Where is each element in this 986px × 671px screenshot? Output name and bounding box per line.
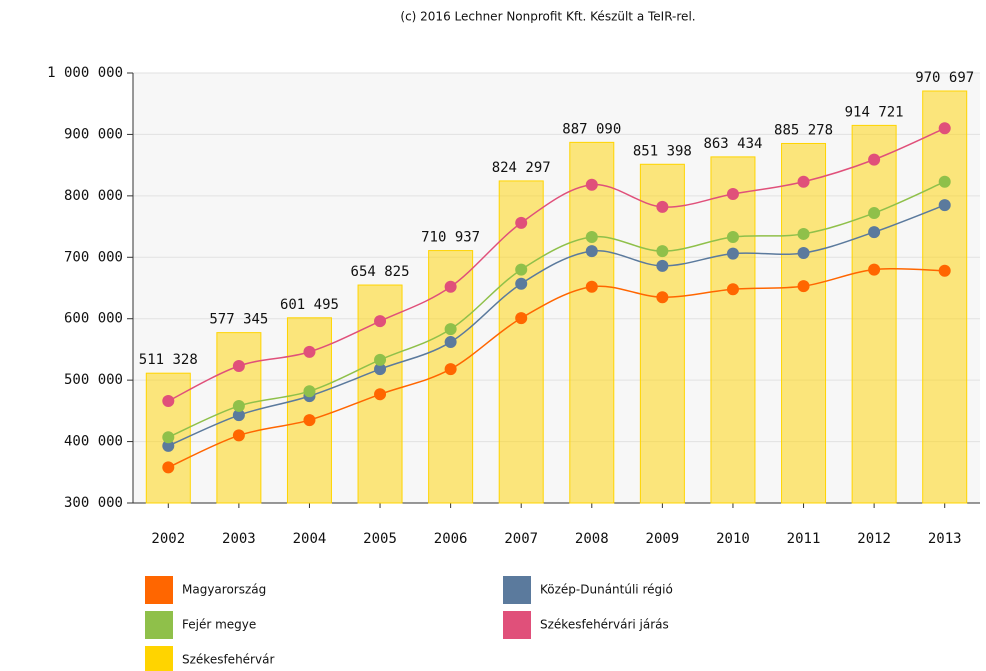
point [374, 388, 387, 401]
point [938, 199, 951, 212]
point [938, 264, 951, 277]
y-tick-label: 500 000 [64, 372, 123, 388]
point [232, 360, 245, 373]
x-tick-label: 2006 [434, 531, 468, 547]
x-tick-label: 2013 [928, 531, 962, 547]
point [656, 291, 669, 304]
point [656, 245, 669, 258]
point [374, 363, 387, 376]
point [303, 414, 316, 427]
y-tick-label: 300 000 [64, 495, 123, 511]
point [797, 280, 810, 293]
legend-label: Fejér megye [182, 618, 256, 632]
value-label: 863 434 [703, 136, 762, 152]
point [374, 315, 387, 328]
point [726, 188, 739, 201]
x-tick-label: 2011 [787, 531, 821, 547]
bar [922, 90, 968, 504]
point [797, 227, 810, 240]
bar [639, 163, 685, 504]
point [938, 122, 951, 135]
point [868, 263, 881, 276]
point [656, 200, 669, 213]
y-tick-label: 400 000 [64, 434, 123, 450]
legend-swatch [503, 611, 531, 639]
point [374, 353, 387, 366]
legend-label: Magyarország [182, 583, 266, 597]
y-tick-label: 900 000 [64, 126, 123, 142]
point [726, 231, 739, 244]
bar [569, 141, 615, 504]
point [303, 345, 316, 358]
x-tick-label: 2004 [293, 531, 327, 547]
point [585, 245, 598, 258]
point [868, 207, 881, 220]
point [726, 247, 739, 260]
bar [851, 124, 897, 504]
point [232, 409, 245, 422]
value-label: 710 937 [421, 230, 480, 246]
value-label: 601 495 [280, 297, 339, 313]
value-label: 885 278 [774, 122, 833, 138]
point [868, 153, 881, 166]
y-tick-label: 600 000 [64, 311, 123, 327]
point [444, 280, 457, 293]
legend-label: Székesfehérvár [182, 653, 274, 667]
value-label: 824 297 [492, 160, 551, 176]
point [515, 277, 528, 290]
value-label: 851 398 [633, 143, 692, 159]
point [162, 439, 175, 452]
value-label: 577 345 [209, 312, 268, 328]
value-label: 970 697 [915, 70, 974, 86]
point [444, 363, 457, 376]
legend-label: Közép-Dunántúli régió [540, 583, 673, 597]
x-tick-label: 2008 [575, 531, 609, 547]
x-tick-label: 2003 [222, 531, 256, 547]
point [656, 259, 669, 272]
point [232, 399, 245, 412]
legend-label: Székesfehérvári járás [540, 618, 669, 632]
x-tick-label: 2010 [716, 531, 750, 547]
bar [710, 156, 756, 504]
point [444, 323, 457, 336]
value-label: 654 825 [351, 264, 410, 280]
value-label: 887 090 [562, 121, 621, 137]
point [726, 283, 739, 296]
bar [781, 142, 827, 504]
point [797, 246, 810, 259]
point [585, 231, 598, 244]
bar [498, 180, 544, 504]
x-tick-label: 2002 [151, 531, 185, 547]
point [585, 280, 598, 293]
x-tick-label: 2007 [504, 531, 538, 547]
x-tick-label: 2009 [646, 531, 680, 547]
x-tick-label: 2012 [857, 531, 891, 547]
legend-swatch [503, 576, 531, 604]
x-tick-label: 2005 [363, 531, 397, 547]
point [868, 226, 881, 239]
point [162, 461, 175, 474]
point [797, 175, 810, 188]
point [938, 175, 951, 188]
legend-swatch [145, 611, 173, 639]
value-label: 511 328 [139, 352, 198, 368]
plot-area [133, 73, 980, 503]
point [303, 385, 316, 398]
point [585, 178, 598, 191]
y-tick-label: 1 000 000 [47, 65, 123, 81]
point [444, 336, 457, 349]
legend-swatch [145, 646, 173, 671]
y-tick-label: 700 000 [64, 249, 123, 265]
point [162, 395, 175, 408]
point [162, 431, 175, 444]
point [232, 429, 245, 442]
y-tick-label: 800 000 [64, 188, 123, 204]
point [515, 216, 528, 229]
point [515, 263, 528, 276]
chart-title: (c) 2016 Lechner Nonprofit Kft. Készült … [400, 10, 695, 24]
legend-swatch [145, 576, 173, 604]
point [515, 312, 528, 325]
value-label: 914 721 [845, 104, 904, 120]
